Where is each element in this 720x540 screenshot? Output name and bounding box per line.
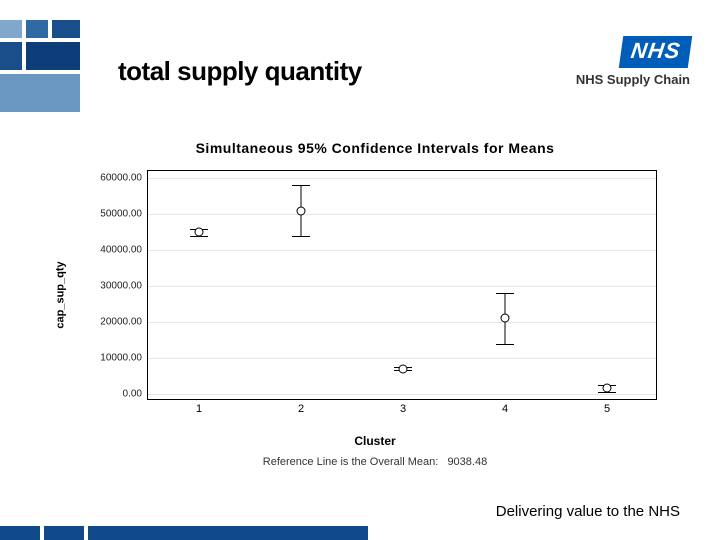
y-tick-label: 10000.00 xyxy=(100,352,142,363)
page-title: total supply quantity xyxy=(118,56,362,87)
y-gridline xyxy=(148,394,656,395)
x-axis-label: Cluster xyxy=(75,434,675,448)
y-tick-label: 30000.00 xyxy=(100,281,142,292)
ci-marker xyxy=(501,314,510,323)
nhs-subtitle: NHS Supply Chain xyxy=(576,72,690,87)
chart-title: Simultaneous 95% Confidence Intervals fo… xyxy=(75,140,675,156)
decor-block xyxy=(26,20,48,38)
y-gridline xyxy=(148,322,656,323)
ci-marker xyxy=(603,384,612,393)
y-gridline xyxy=(148,286,656,287)
decor-block xyxy=(0,42,22,70)
y-gridline xyxy=(148,214,656,215)
footer-decor-block xyxy=(0,526,40,540)
decor-block xyxy=(0,74,80,112)
decor-block xyxy=(0,20,22,38)
y-tick-label: 0.00 xyxy=(123,388,142,399)
reference-line-text: Reference Line is the Overall Mean: 9038… xyxy=(75,456,675,468)
y-tick-label: 40000.00 xyxy=(100,245,142,256)
x-tick-label: 1 xyxy=(196,403,202,415)
plot-area: 0.0010000.0020000.0030000.0040000.005000… xyxy=(147,170,657,400)
ci-marker xyxy=(195,228,204,237)
ci-cap-top xyxy=(292,185,310,186)
decor-block xyxy=(26,42,80,70)
y-gridline xyxy=(148,358,656,359)
footer-decor-block xyxy=(44,526,84,540)
footer-text: Delivering value to the NHS xyxy=(496,503,680,520)
ci-cap-top xyxy=(496,293,514,294)
ci-cap-bottom xyxy=(292,236,310,237)
nhs-logo-icon: NHS xyxy=(618,36,692,68)
ci-marker xyxy=(297,206,306,215)
x-tick-label: 5 xyxy=(604,403,610,415)
ci-marker xyxy=(399,364,408,373)
y-gridline xyxy=(148,178,656,179)
y-axis-label: cap_sup_qty xyxy=(55,261,67,328)
ci-cap-bottom xyxy=(496,344,514,345)
y-tick-label: 60000.00 xyxy=(100,173,142,184)
x-tick-label: 3 xyxy=(400,403,406,415)
footer-decor-block xyxy=(88,526,368,540)
y-tick-label: 20000.00 xyxy=(100,316,142,327)
ci-chart: Simultaneous 95% Confidence Intervals fo… xyxy=(75,140,675,450)
footer-bar: Delivering value to the NHS xyxy=(0,500,720,540)
x-tick-label: 2 xyxy=(298,403,304,415)
y-tick-label: 50000.00 xyxy=(100,209,142,220)
nhs-branding: NHS NHS Supply Chain xyxy=(576,36,690,87)
decor-block xyxy=(52,20,80,38)
y-gridline xyxy=(148,250,656,251)
x-tick-label: 4 xyxy=(502,403,508,415)
